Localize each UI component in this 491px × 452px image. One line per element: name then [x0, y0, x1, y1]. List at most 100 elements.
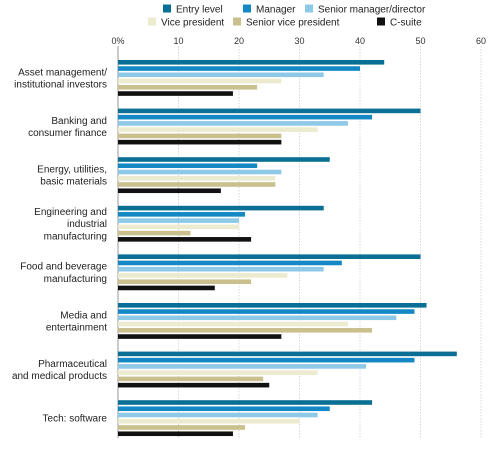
bar	[118, 127, 318, 132]
bar	[118, 237, 252, 242]
legend-item: Entry level	[163, 4, 223, 16]
category-label-line: consumer finance	[28, 128, 107, 139]
bar-group	[118, 205, 324, 242]
bar-group	[118, 108, 421, 145]
bar	[118, 382, 270, 388]
legend-swatch	[305, 4, 313, 13]
x-axis: 0% 10 20 30 40 50 60	[111, 36, 486, 46]
bar	[118, 334, 282, 339]
category-label-line: Asset management/	[18, 67, 107, 78]
y-axis: Asset management/institutional investors…	[12, 67, 108, 424]
bar	[118, 364, 367, 369]
bar	[118, 72, 324, 78]
category-label-line: Engineering and	[34, 207, 107, 218]
legend-swatch	[148, 17, 156, 26]
category-label: Food and beverage manufacturing	[20, 262, 107, 285]
category-label: Media and entertainment	[46, 310, 107, 333]
x-tick-label: 40	[355, 36, 365, 46]
category-label-line: Media and	[60, 310, 107, 321]
bar	[118, 418, 300, 424]
category-label-line: and medical products	[12, 371, 107, 382]
bar-group	[118, 157, 330, 194]
category-label-line: Banking and	[51, 116, 107, 127]
legend-label: C-suite	[390, 18, 422, 29]
bar	[118, 230, 191, 236]
bar	[118, 328, 373, 333]
legend: Entry level Manager Senior manager/directo…	[148, 4, 426, 29]
legend-item: C-suite	[377, 17, 422, 29]
bar	[118, 321, 348, 327]
legend-label: Vice president	[161, 18, 224, 29]
bar-group	[118, 60, 385, 96]
bar	[118, 218, 239, 223]
bar	[118, 357, 415, 363]
legend-label: Manager	[256, 5, 296, 16]
category-label-line: basic materials	[40, 177, 107, 188]
legend-item: Senior manager/director	[305, 4, 426, 16]
bar	[118, 370, 318, 375]
legend-swatch	[163, 4, 171, 13]
legend-label: Senior manager/director	[318, 5, 426, 16]
legend-item: Manager	[243, 4, 296, 16]
x-tick-label: 20	[234, 36, 244, 46]
x-tick-label: 0%	[111, 36, 124, 46]
category-label-line: institutional investors	[14, 80, 107, 91]
bar	[118, 212, 246, 217]
bar	[118, 273, 288, 278]
bar	[118, 108, 421, 114]
bar	[118, 279, 252, 284]
legend-item: Senior vice president	[233, 17, 340, 29]
bar	[118, 91, 233, 96]
bars	[118, 60, 457, 437]
category-label-line: manufacturing	[44, 231, 107, 242]
bar	[118, 406, 330, 412]
bar-group	[118, 254, 421, 291]
bar	[118, 351, 457, 357]
category-label-line: Tech: software	[43, 414, 108, 425]
bar	[118, 260, 342, 266]
category-label-line: industrial	[67, 219, 107, 230]
category-label: Tech: software	[43, 414, 108, 425]
legend-label: Senior vice president	[246, 18, 340, 29]
bar	[118, 309, 415, 314]
bar	[118, 266, 324, 272]
bar	[118, 400, 373, 405]
category-label: Banking and consumer finance	[28, 116, 107, 139]
bar	[118, 315, 397, 321]
legend-swatch	[243, 4, 251, 13]
category-label-line: entertainment	[46, 323, 107, 334]
category-label: Asset management/institutional investors	[14, 67, 107, 90]
bar	[118, 85, 258, 90]
category-label: Energy, utilities, basic materials	[37, 165, 107, 188]
bar	[118, 254, 421, 259]
bar	[118, 175, 276, 181]
bar	[118, 376, 264, 382]
bar	[118, 78, 282, 84]
bar	[118, 182, 276, 187]
bar	[118, 121, 348, 126]
bar	[118, 285, 215, 291]
bar	[118, 157, 330, 162]
legend-item: Vice president	[148, 17, 224, 29]
bar	[118, 169, 282, 175]
x-tick-label: 10	[173, 36, 183, 46]
bar-group	[118, 400, 373, 437]
category-label-line: manufacturing	[44, 274, 107, 285]
bar	[118, 431, 233, 437]
bar	[118, 66, 360, 71]
bar	[118, 425, 246, 430]
legend-swatch	[233, 17, 241, 26]
x-tick-label: 30	[294, 36, 304, 46]
bar	[118, 60, 385, 65]
legend-label: Entry level	[176, 5, 223, 16]
bar-group	[118, 351, 457, 388]
legend-swatch	[377, 17, 385, 26]
category-label-line: Food and beverage	[20, 262, 107, 273]
bar	[118, 139, 282, 145]
category-label-line: Energy, utilities,	[37, 165, 107, 176]
category-label: Pharmaceutical and medical products	[12, 359, 107, 382]
bar	[118, 188, 221, 194]
category-label: Engineering and industrial manufacturing	[34, 207, 107, 242]
